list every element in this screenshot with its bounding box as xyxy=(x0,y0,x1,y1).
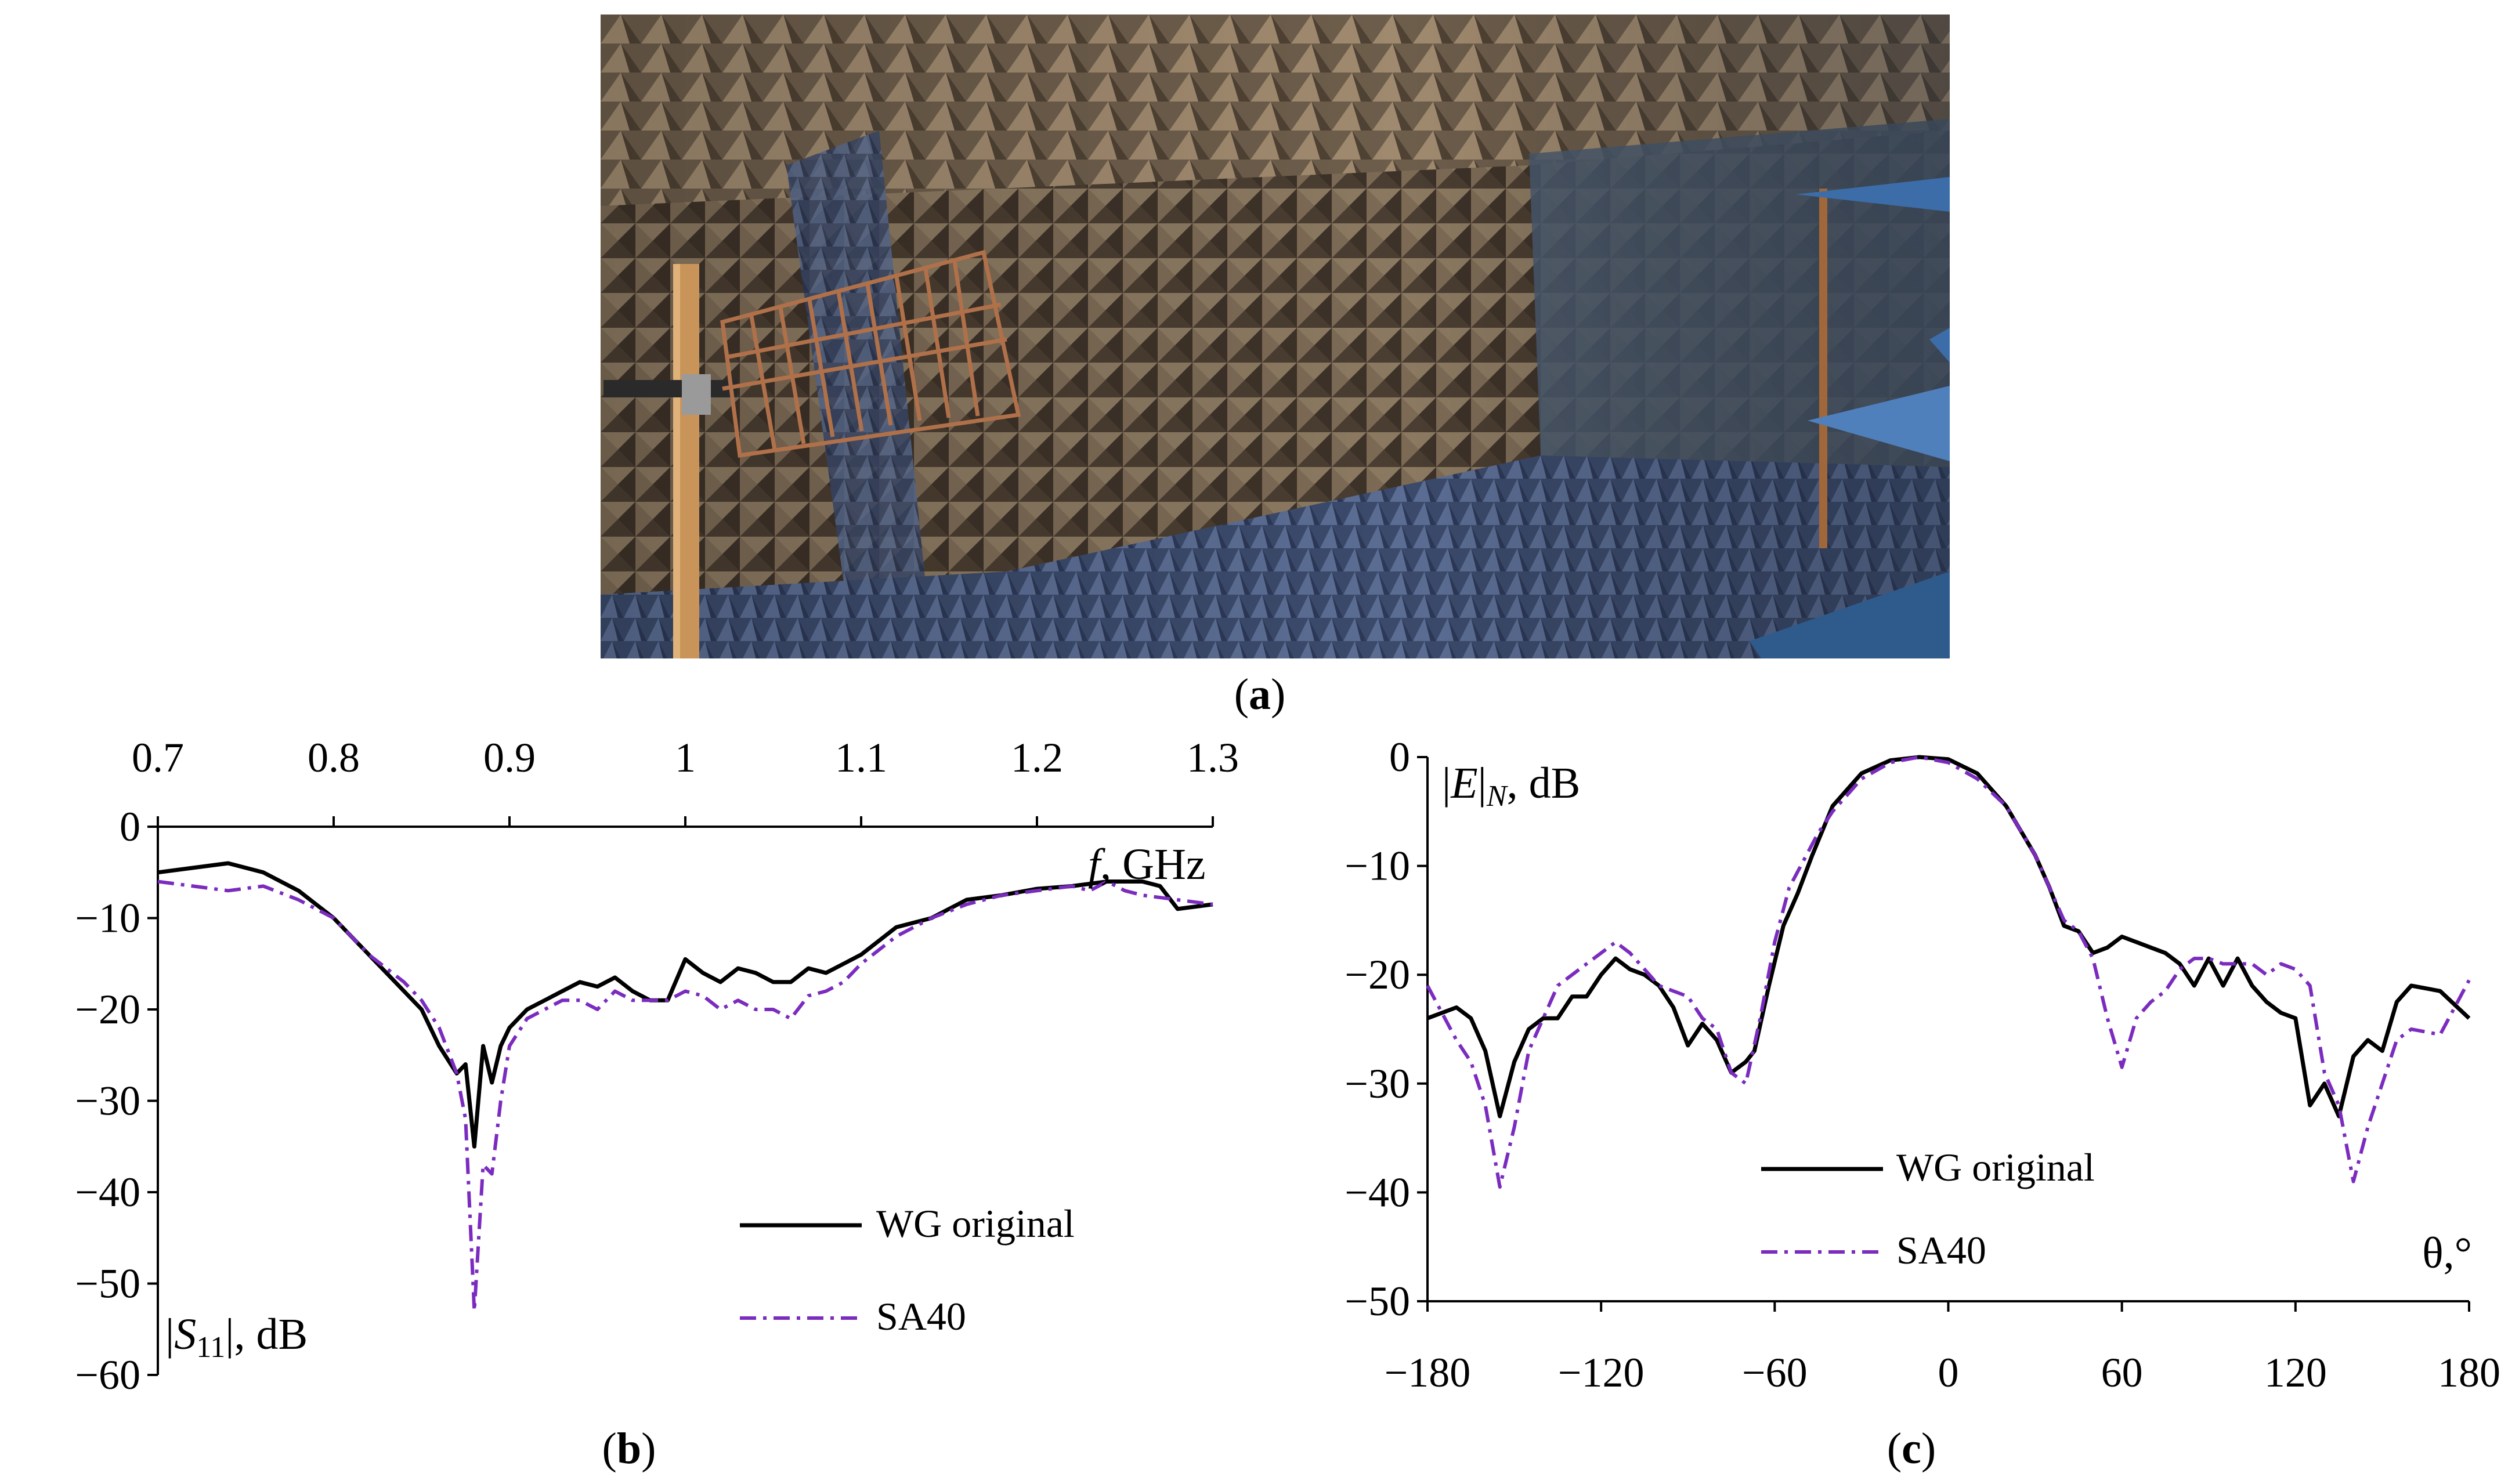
reference-horn xyxy=(1750,177,1950,658)
x-tick-label: 1.1 xyxy=(835,734,887,781)
s11-legend: WG original SA40 xyxy=(740,1201,1075,1338)
x-tick-label: −60 xyxy=(1742,1349,1808,1396)
pattern-legend: WG original SA40 xyxy=(1761,1145,2095,1272)
y-tick-label: 0 xyxy=(120,803,140,850)
pattern-legend-label-wg-original: WG original xyxy=(1896,1145,2095,1189)
mount-clamp xyxy=(682,374,711,415)
x-tick-label: 1.2 xyxy=(1011,734,1063,781)
y-tick-label: −40 xyxy=(75,1169,140,1215)
x-tick-label: 0.8 xyxy=(308,734,360,781)
y-tick-label: −60 xyxy=(75,1352,140,1398)
y-tick-label: −30 xyxy=(1345,1060,1410,1107)
y-tick-label: −20 xyxy=(75,986,140,1033)
x-tick-label: 180 xyxy=(2438,1349,2500,1396)
y-tick-label: −20 xyxy=(1345,951,1410,998)
mount-bar xyxy=(603,380,737,397)
chamber-photo-illustration xyxy=(601,15,1950,658)
wooden-mast-highlight xyxy=(673,264,680,658)
x-tick-label: 1.3 xyxy=(1187,734,1239,781)
x-tick-label: 60 xyxy=(2101,1349,2143,1396)
s11-legend-label-sa40: SA40 xyxy=(876,1294,966,1338)
panel-c-caption: (c) xyxy=(1887,1424,1936,1473)
s11-series-sa40 xyxy=(157,879,1213,1313)
y-tick-label: −40 xyxy=(1345,1169,1410,1215)
y-tick-label: 0 xyxy=(1389,734,1410,780)
y-tick-label: −50 xyxy=(75,1261,140,1307)
pattern-x-axis-label: θ,° xyxy=(2422,1229,2472,1277)
pattern-legend-label-sa40: SA40 xyxy=(1896,1228,1986,1272)
pattern-tick-labels: −180 −120 −60 0 60 120 180 0 −10 −20 −30 −40 −50 xyxy=(1345,734,2500,1396)
pattern-series-sa40 xyxy=(1426,755,2471,1189)
s11-tick-labels: 0.7 0.8 0.9 1 1.1 1.2 1.3 0 −10 −20 −30 −40 −50 −60 xyxy=(75,734,1239,1398)
s11-y-axis-label: |S11|, dB xyxy=(165,1310,308,1364)
panel-b-caption: (b) xyxy=(602,1424,656,1473)
s11-x-axis-label: f, GHz xyxy=(1088,840,1206,889)
s11-series-wg-original xyxy=(157,861,1213,1149)
y-tick-label: −10 xyxy=(1345,843,1410,889)
s11-chart: 0.7 0.8 0.9 1 1.1 1.2 1.3 0 −10 −20 −30 −40 −50 −60 f… xyxy=(75,734,1239,1398)
x-tick-label: −180 xyxy=(1385,1349,1471,1396)
pattern-chart: −180 −120 −60 0 60 120 180 0 −10 −20 −30 −40 −50 |E|… xyxy=(1345,734,2500,1396)
pattern-series-wg-original xyxy=(1426,755,2471,1119)
y-tick-label: −50 xyxy=(1345,1278,1410,1324)
s11-legend-label-wg-original: WG original xyxy=(876,1201,1075,1246)
x-tick-label: 120 xyxy=(2264,1349,2327,1396)
pattern-series xyxy=(1426,755,2471,1189)
x-tick-label: 0.9 xyxy=(483,734,536,781)
pattern-y-axis-label: |E|N, dB xyxy=(1442,759,1580,813)
pattern-axes xyxy=(1417,756,2470,1312)
s11-axes xyxy=(147,816,1214,1376)
s11-series xyxy=(157,861,1213,1313)
x-tick-label: 1 xyxy=(675,734,696,781)
x-tick-label: −120 xyxy=(1558,1349,1645,1396)
chamber-photo xyxy=(601,15,1950,658)
x-tick-label: 0 xyxy=(1938,1349,1959,1396)
y-tick-label: −30 xyxy=(75,1078,140,1124)
x-tick-label: 0.7 xyxy=(132,734,184,781)
panel-a-caption: (a) xyxy=(1234,670,1286,719)
antenna-under-test xyxy=(720,249,1021,458)
y-tick-label: −10 xyxy=(75,895,140,942)
